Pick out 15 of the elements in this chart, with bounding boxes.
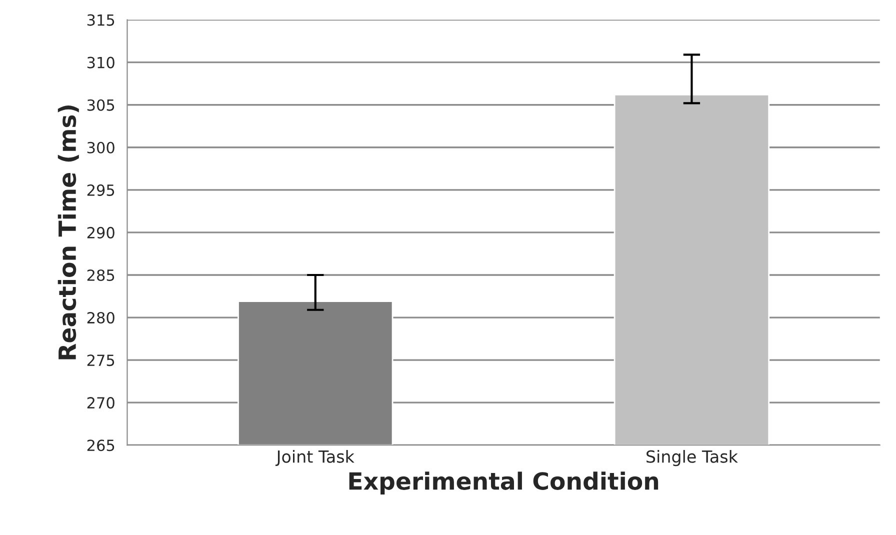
- y-tick-label: 280: [87, 312, 114, 324]
- y-tick-label: 270: [87, 397, 114, 409]
- y-axis-title: Reaction Time (ms): [58, 105, 79, 360]
- y-tick-label: 290: [87, 226, 114, 238]
- x-tick-label: Single Task: [646, 450, 738, 466]
- x-axis-title: Experimental Condition: [349, 472, 658, 495]
- y-tick-label: 315: [87, 14, 114, 26]
- y-tick-label: 295: [87, 184, 114, 196]
- y-tick-label: 310: [87, 56, 114, 68]
- y-tick-label: 305: [87, 99, 114, 111]
- x-tick-label: Joint Task: [275, 450, 354, 466]
- y-tick-label: 300: [87, 142, 114, 154]
- y-tick-label: 265: [87, 440, 114, 452]
- y-tick-label: 275: [87, 354, 114, 366]
- y-tick-label: 285: [87, 269, 114, 282]
